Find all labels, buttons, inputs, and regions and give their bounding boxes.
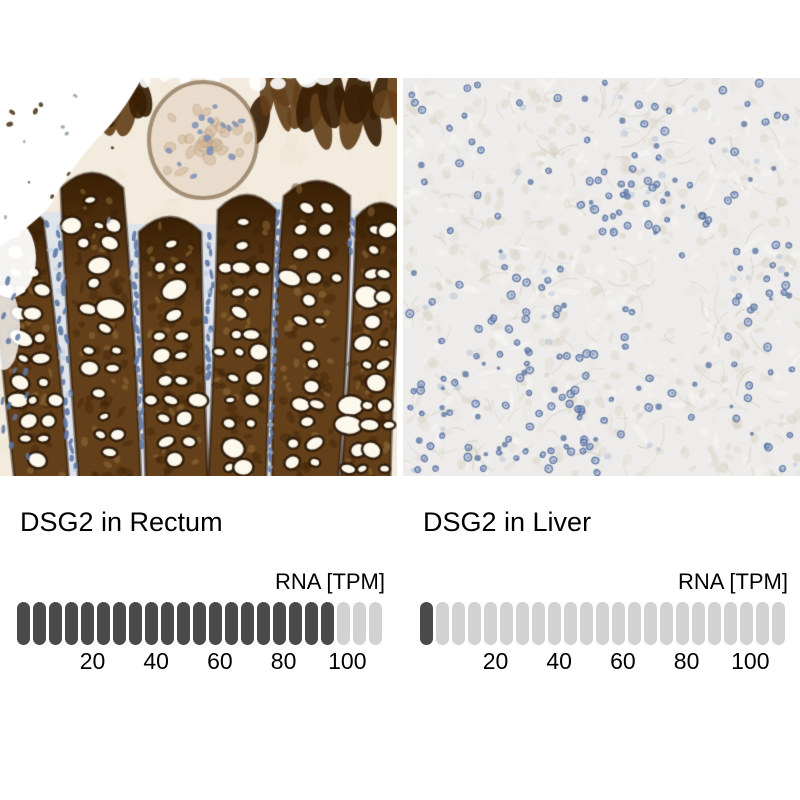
tpm-segment <box>257 602 270 645</box>
tpm-segment <box>484 602 497 645</box>
tpm-tick-label: 80 <box>673 648 700 674</box>
tpm-segment <box>580 602 593 645</box>
tpm-segment <box>756 602 769 645</box>
tpm-tick-label: 40 <box>546 648 572 674</box>
ihc-image-liver <box>403 78 800 476</box>
tpm-segment <box>241 602 254 645</box>
panel-caption-rectum: DSG2 in Rectum <box>20 507 223 537</box>
ihc-image-rectum <box>0 78 397 476</box>
tpm-tick-label: 60 <box>610 648 636 674</box>
tpm-segment <box>65 602 78 645</box>
tpm-segment <box>724 602 737 645</box>
tpm-segment <box>17 602 30 645</box>
tpm-bar-rectum <box>17 602 382 645</box>
tpm-segment <box>337 602 350 645</box>
tpm-segment <box>468 602 481 645</box>
tpm-segment <box>708 602 721 645</box>
tpm-segment <box>193 602 206 645</box>
tpm-segment <box>740 602 753 645</box>
tpm-segment <box>289 602 302 645</box>
tpm-tick-label: 20 <box>79 648 106 674</box>
tpm-segment <box>161 602 174 645</box>
tpm-segment <box>532 602 545 645</box>
tpm-segment <box>548 602 561 645</box>
tpm-segment <box>628 602 641 645</box>
tpm-segment <box>49 602 62 645</box>
tpm-segment <box>436 602 449 645</box>
tpm-segment <box>353 602 366 645</box>
tpm-segment <box>113 602 126 645</box>
tpm-segment <box>692 602 705 645</box>
tpm-segment <box>612 602 625 645</box>
tpm-segment <box>500 602 513 645</box>
tpm-segment <box>676 602 689 645</box>
tpm-segment <box>225 602 238 645</box>
tpm-segment <box>97 602 110 645</box>
tpm-tick-label: 40 <box>143 648 169 674</box>
tpm-bar-liver <box>420 602 785 645</box>
tpm-segment <box>209 602 222 645</box>
tpm-tick-label: 100 <box>731 648 770 674</box>
tpm-segment <box>273 602 286 645</box>
tpm-segment <box>564 602 577 645</box>
tpm-segment <box>660 602 673 645</box>
tpm-segment <box>772 602 785 645</box>
tpm-segment <box>452 602 465 645</box>
tpm-segment <box>81 602 94 645</box>
tpm-segment <box>516 602 529 645</box>
tpm-segment <box>145 602 158 645</box>
tpm-segment <box>305 602 318 645</box>
tpm-tick-label: 80 <box>270 648 297 674</box>
tpm-tick-label: 20 <box>482 648 509 674</box>
tpm-tick-label: 100 <box>328 648 367 674</box>
tpm-tick-label: 60 <box>207 648 233 674</box>
tpm-segment <box>420 602 433 645</box>
tpm-segment <box>177 602 190 645</box>
tpm-segment <box>596 602 609 645</box>
tpm-segment <box>33 602 46 645</box>
rna-tpm-label-liver: RNA [TPM] <box>677 569 788 594</box>
tpm-segment <box>321 602 334 645</box>
panel-caption-liver: DSG2 in Liver <box>423 507 592 537</box>
tpm-segment <box>129 602 142 645</box>
rna-tpm-label-rectum: RNA [TPM] <box>274 569 385 594</box>
tpm-segment <box>369 602 382 645</box>
tpm-segment <box>644 602 657 645</box>
